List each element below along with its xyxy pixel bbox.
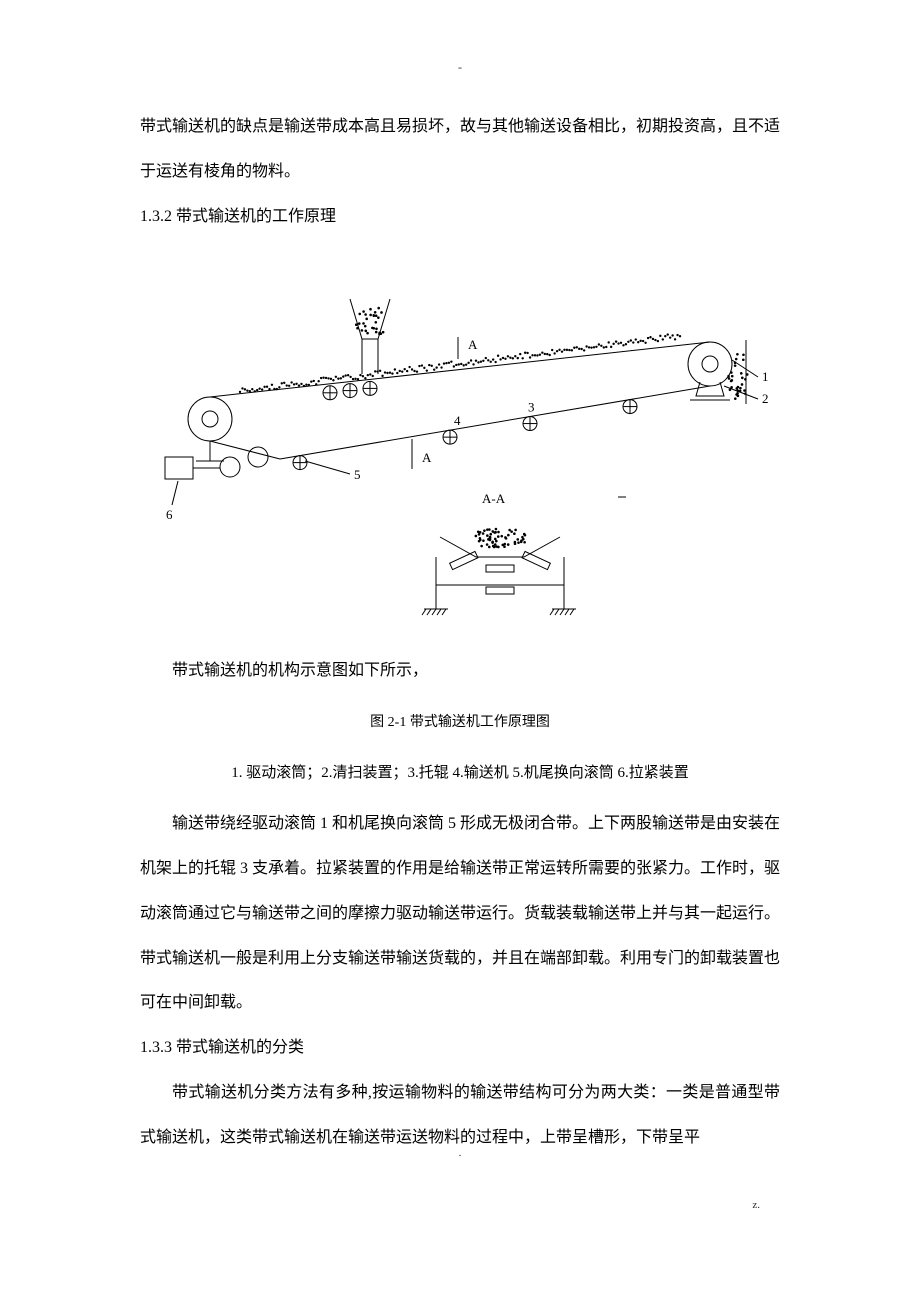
svg-text:A: A — [422, 450, 432, 465]
section-heading-133: 1.3.3 带式输送机的分类 — [140, 1026, 780, 1071]
footer-z: z. — [0, 1199, 920, 1211]
svg-text:A: A — [468, 337, 478, 352]
figure-legend: 1. 驱动滚筒；2.清扫装置；3.托辊 4.输送机 5.机尾换向滚筒 6.拉紧装… — [140, 752, 780, 794]
svg-text:5: 5 — [354, 467, 361, 482]
page-top-marker: - — [140, 60, 780, 75]
svg-text:1: 1 — [762, 369, 769, 384]
paragraph-2: 输送带绕经驱动滚筒 1 和机尾换向滚筒 5 形成无极闭合带。上下两股输送带是由安… — [140, 802, 780, 1026]
svg-text:4: 4 — [454, 414, 461, 429]
svg-text:2: 2 — [762, 391, 769, 406]
conveyor-diagram: 4 3 6 5 A A 1 2 A-A — [140, 279, 780, 639]
diagram-intro-text: 带式输送机的机构示意图如下所示， — [140, 649, 780, 694]
conveyor-schematic-svg: 4 3 6 5 A A 1 2 A-A — [150, 279, 770, 639]
svg-text:6: 6 — [166, 507, 173, 522]
section-heading-132: 1.3.2 带式输送机的工作原理 — [140, 195, 780, 240]
paragraph-1: 带式输送机的缺点是输送带成本高且易损坏，故与其他输送设备相比，初期投资高，且不适… — [140, 105, 780, 195]
footer-dot: . — [0, 1147, 920, 1159]
svg-text:3: 3 — [528, 400, 535, 415]
figure-caption: 图 2-1 带式输送机工作原理图 — [140, 702, 780, 744]
svg-text:A-A: A-A — [482, 491, 506, 506]
